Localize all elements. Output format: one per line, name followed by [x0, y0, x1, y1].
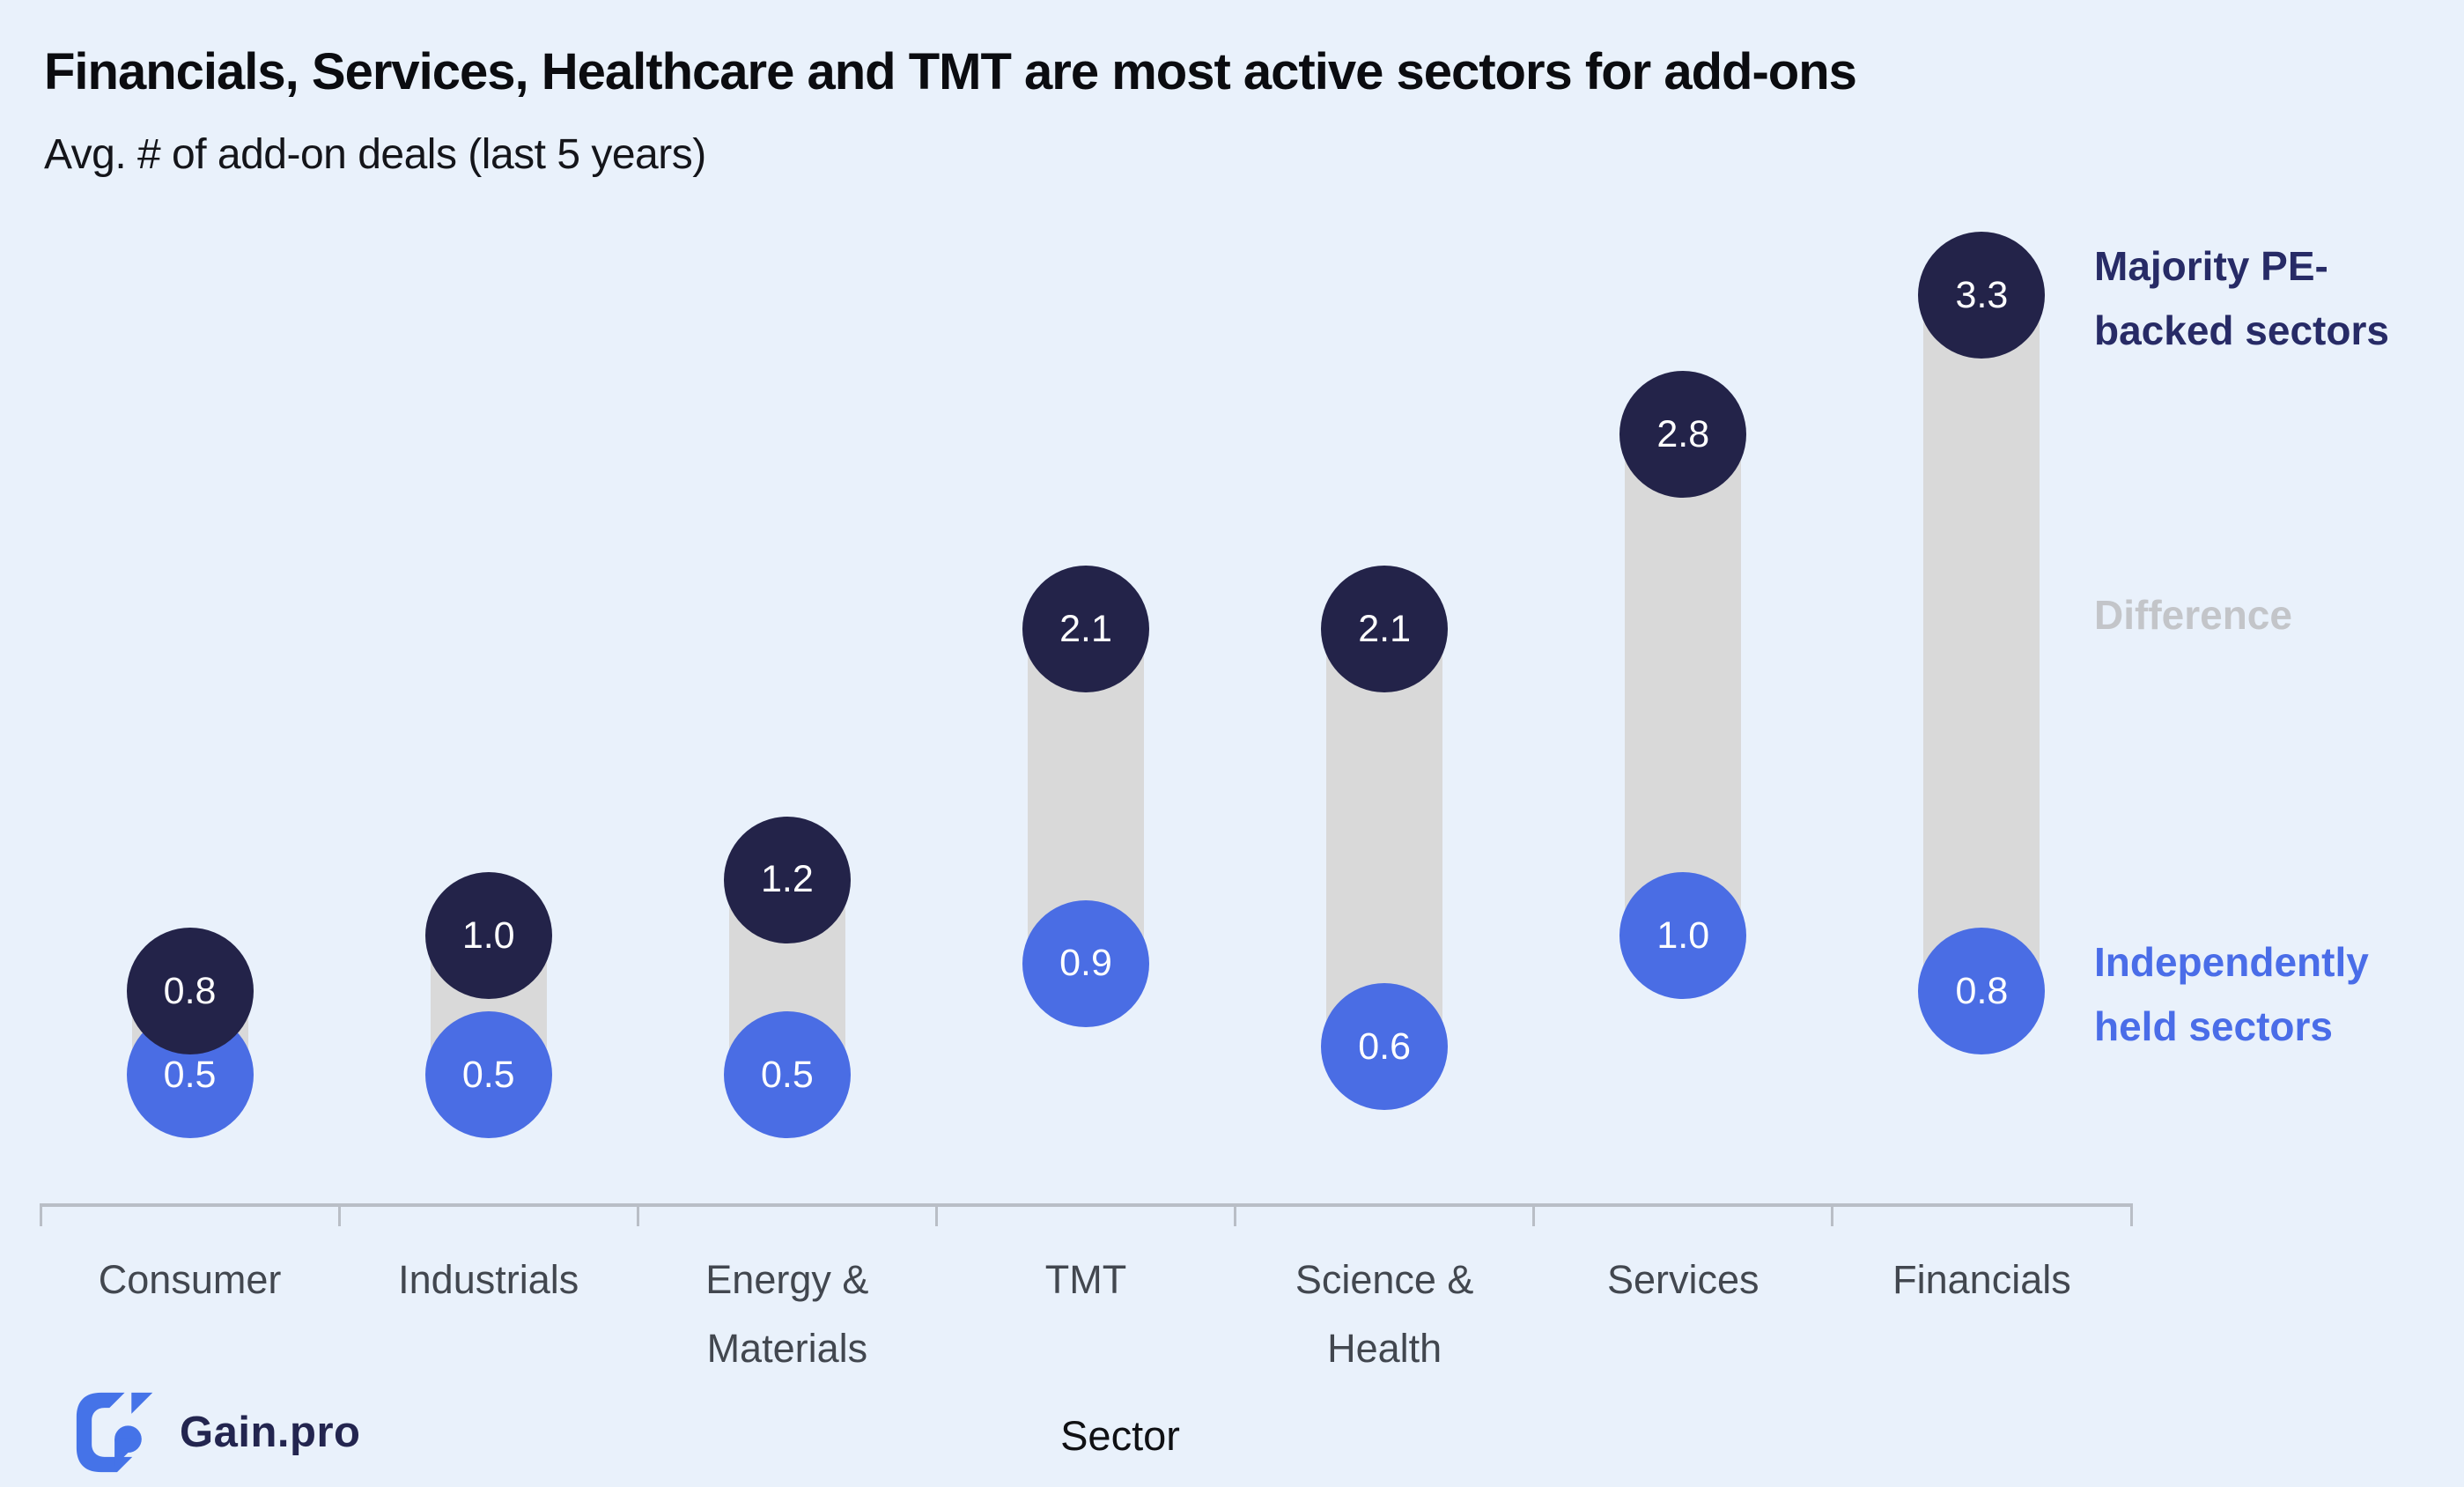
independently-held-circle-value-services: 1.0 [1656, 914, 1710, 957]
chart-title: Financials, Services, Healthcare and TMT… [44, 43, 1857, 100]
independently-held-circle-tmt: 0.9 [1022, 899, 1149, 1027]
independently-held-circle-value-financials: 0.8 [1955, 969, 2009, 1012]
x-axis-tick-7 [2129, 1203, 2133, 1226]
independently-held-circle-value-science-health: 0.6 [1358, 1025, 1412, 1068]
independently-held-circle-value-energy-materials: 0.5 [760, 1053, 814, 1096]
category-label-industrials: Industrials [398, 1257, 579, 1302]
x-axis-tick-1 [337, 1203, 341, 1226]
majority-pe-circle-consumer: 0.8 [126, 928, 254, 1055]
independently-held-circle-financials: 0.8 [1918, 928, 2046, 1055]
gainpro-logo-text: Gain.pro [180, 1409, 361, 1456]
legend-majority-pe-backed: Majority PE- backed sectors [2094, 243, 2389, 353]
independently-held-circle-value-consumer: 0.5 [163, 1053, 217, 1096]
independently-held-circle-science-health: 0.6 [1321, 983, 1449, 1111]
independently-held-circle-value-industrials: 0.5 [461, 1053, 515, 1096]
majority-pe-circle-financials: 3.3 [1918, 232, 2046, 359]
majority-pe-circle-value-services: 2.8 [1656, 412, 1710, 455]
x-axis-tick-2 [636, 1203, 639, 1226]
gainpro-logo-mark [76, 1392, 153, 1473]
majority-pe-circle-tmt: 2.1 [1022, 566, 1149, 693]
x-axis-tick-0 [39, 1203, 42, 1226]
difference-bar-science-health [1326, 629, 1443, 1047]
category-label-science-health: Science & Health [1295, 1257, 1474, 1371]
majority-pe-circle-value-industrials: 1.0 [461, 914, 515, 957]
legend-independently-held: Independently held sectors [2094, 939, 2369, 1049]
majority-pe-circle-services: 2.8 [1619, 371, 1747, 499]
majority-pe-circle-science-health: 2.1 [1321, 566, 1449, 693]
x-axis-tick-4 [1234, 1203, 1237, 1226]
category-label-services: Services [1607, 1257, 1759, 1302]
chart-subtitle: Avg. # of add-on deals (last 5 years) [44, 131, 706, 178]
independently-held-circle-services: 1.0 [1619, 872, 1747, 999]
majority-pe-circle-value-science-health: 2.1 [1358, 607, 1412, 650]
difference-bar-services [1625, 434, 1742, 936]
x-axis-tick-5 [1532, 1203, 1536, 1226]
x-axis-tick-3 [934, 1203, 938, 1226]
category-label-tmt: TMT [1044, 1257, 1127, 1302]
independently-held-circle-industrials: 0.5 [424, 1011, 552, 1138]
majority-pe-circle-value-consumer: 0.8 [163, 969, 217, 1012]
category-label-financials: Financials [1892, 1257, 2071, 1302]
legend-difference: Difference [2094, 592, 2292, 638]
majority-pe-circle-value-energy-materials: 1.2 [760, 858, 814, 901]
difference-bar-financials [1923, 295, 2040, 992]
independently-held-circle-value-tmt: 0.9 [1059, 942, 1112, 985]
majority-pe-circle-value-tmt: 2.1 [1059, 607, 1112, 650]
x-axis-tick-6 [1831, 1203, 1834, 1226]
majority-pe-circle-energy-materials: 1.2 [723, 816, 851, 943]
category-label-consumer: Consumer [98, 1257, 282, 1302]
gainpro-logo: Gain.pro [74, 1390, 360, 1475]
x-axis-title: Sector [1060, 1412, 1180, 1459]
majority-pe-circle-value-financials: 3.3 [1955, 273, 2009, 316]
majority-pe-circle-industrials: 1.0 [424, 872, 552, 999]
x-axis-line [41, 1203, 2131, 1207]
category-label-energy-materials: Energy & Materials [705, 1257, 869, 1371]
independently-held-circle-energy-materials: 0.5 [723, 1011, 851, 1138]
